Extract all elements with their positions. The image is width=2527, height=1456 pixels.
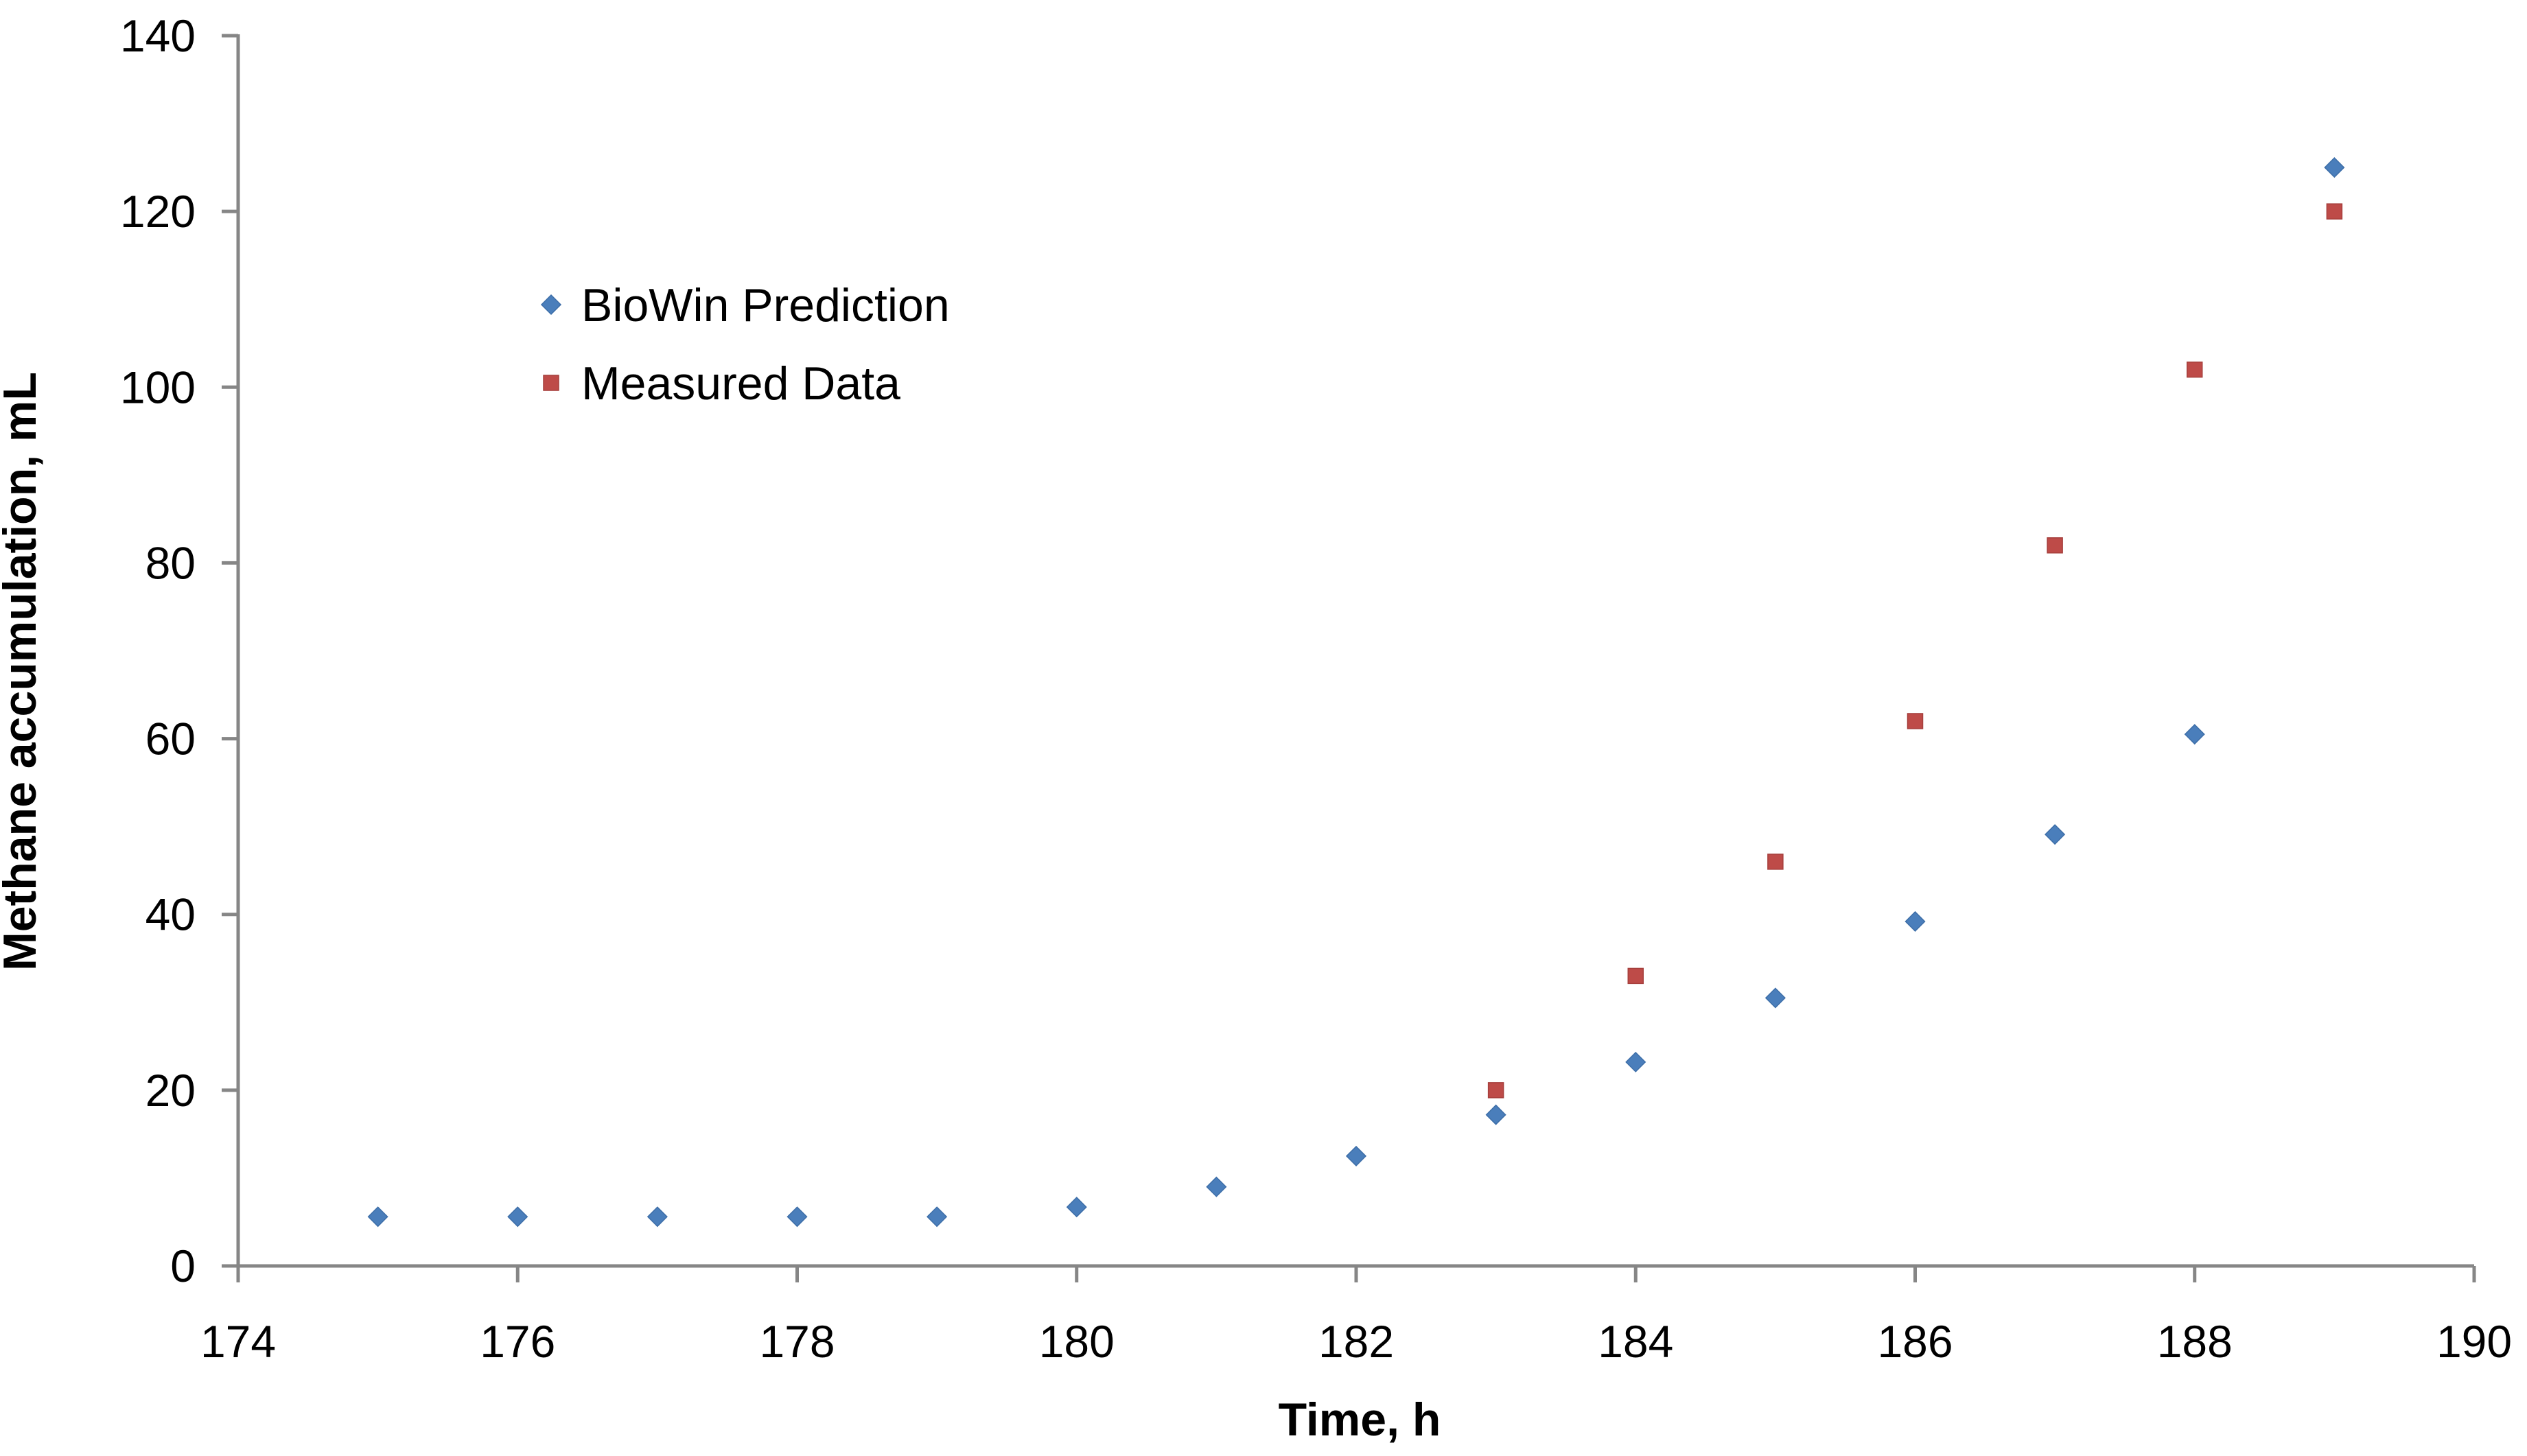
data-point xyxy=(2324,157,2345,178)
y-tick-label: 20 xyxy=(145,1065,196,1116)
data-point xyxy=(2045,824,2066,845)
legend-label: BioWin Prediction xyxy=(581,279,950,331)
legend-item: BioWin Prediction xyxy=(540,279,950,331)
data-point xyxy=(1767,854,1784,870)
data-point xyxy=(1066,1197,1087,1218)
data-point xyxy=(1627,967,1644,985)
legend-marker xyxy=(540,294,562,316)
data-point xyxy=(2184,724,2205,745)
data-point xyxy=(1905,911,1926,932)
x-tick-label: 178 xyxy=(759,1316,835,1367)
legend: BioWin Prediction Measured Data xyxy=(540,279,950,410)
data-point xyxy=(1907,713,1924,729)
series-1 xyxy=(367,157,2345,1228)
x-tick-label: 174 xyxy=(200,1316,276,1367)
legend-label: Measured Data xyxy=(581,357,900,410)
y-tick-label: 80 xyxy=(145,537,196,588)
x-axis-title: Time, h xyxy=(1279,1394,1441,1446)
data-point xyxy=(1765,987,1786,1009)
data-point xyxy=(787,1206,808,1228)
data-point xyxy=(2187,361,2203,378)
y-tick-label: 0 xyxy=(170,1241,196,1291)
data-point xyxy=(1206,1176,1227,1197)
x-axis-ticks: 174 176 178 180 182 184 186 188 190 xyxy=(200,1266,2512,1367)
y-axis-title: Methane accumulation, mL xyxy=(0,372,46,971)
data-point xyxy=(1625,1051,1646,1072)
y-tick-label: 40 xyxy=(145,889,196,940)
x-tick-label: 190 xyxy=(2436,1316,2512,1367)
y-tick-label: 60 xyxy=(145,714,196,764)
legend-marker xyxy=(543,375,559,391)
data-point xyxy=(367,1206,388,1228)
x-tick-label: 180 xyxy=(1039,1316,1115,1367)
y-tick-label: 100 xyxy=(120,362,196,412)
data-point xyxy=(1485,1104,1506,1125)
plot-series xyxy=(367,157,2345,1228)
y-tick-label: 140 xyxy=(120,10,196,61)
data-point xyxy=(1487,1082,1504,1099)
x-tick-label: 182 xyxy=(1318,1316,1394,1367)
x-tick-label: 186 xyxy=(1877,1316,1953,1367)
data-point xyxy=(2047,537,2063,554)
y-tick-label: 120 xyxy=(120,186,196,237)
series-2 xyxy=(1487,203,2343,1099)
data-point xyxy=(1345,1145,1367,1166)
x-tick-label: 184 xyxy=(1598,1316,1673,1367)
x-tick-label: 188 xyxy=(2157,1316,2233,1367)
data-point xyxy=(2326,203,2343,220)
data-point xyxy=(647,1206,668,1228)
axes xyxy=(236,34,2474,1268)
y-axis-ticks: 0 20 40 60 80 100 120 140 xyxy=(120,10,238,1291)
legend-item: Measured Data xyxy=(543,357,900,410)
data-point xyxy=(507,1206,528,1228)
data-point xyxy=(927,1206,948,1228)
x-tick-label: 176 xyxy=(480,1316,555,1367)
